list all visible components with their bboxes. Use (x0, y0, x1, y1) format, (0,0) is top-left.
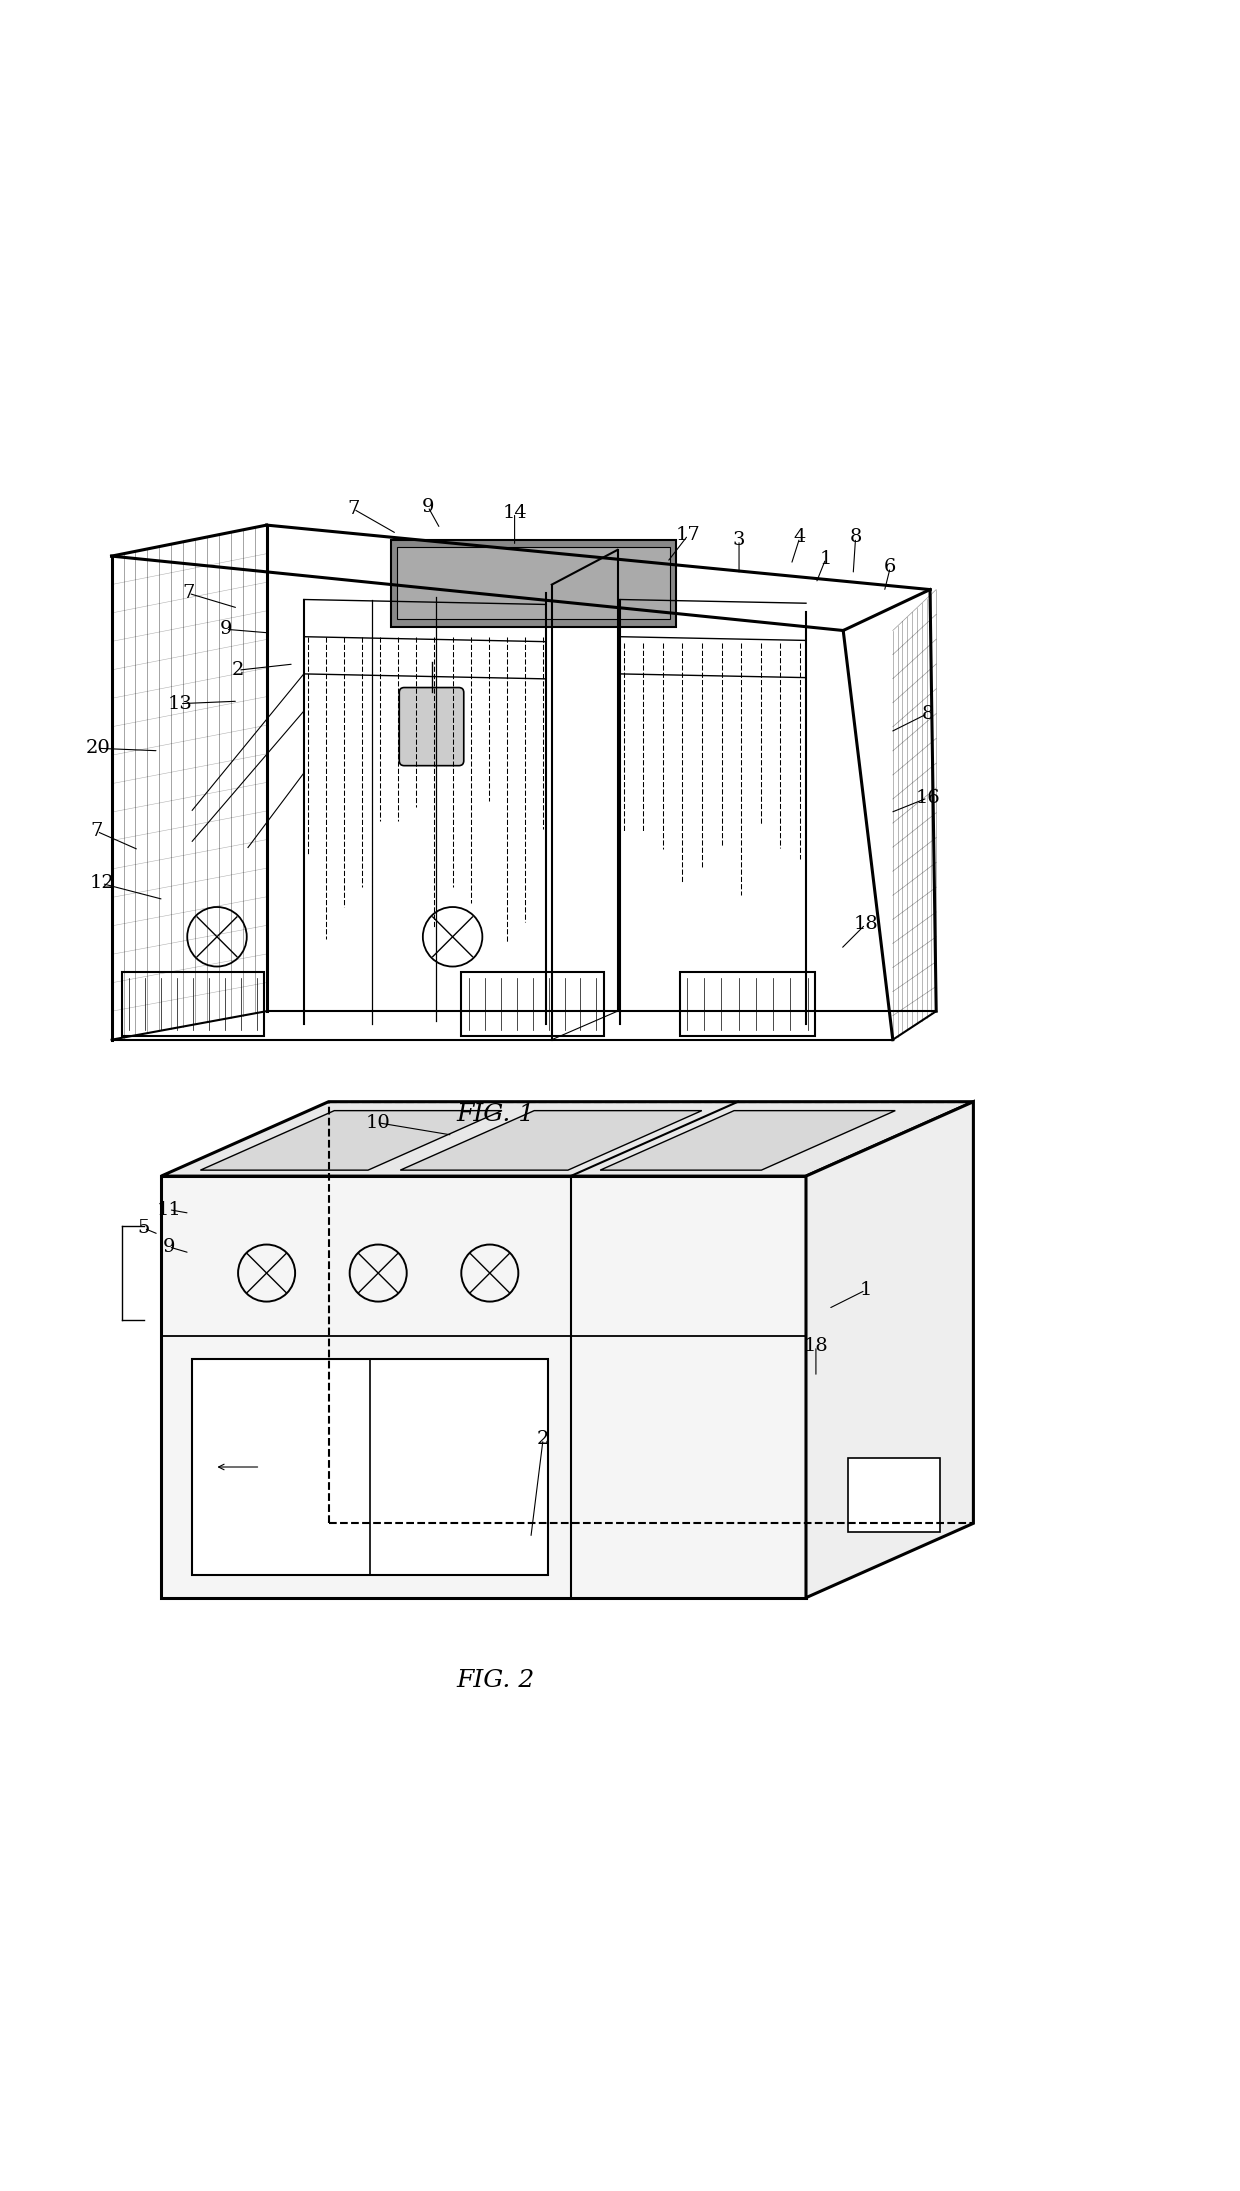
Text: 3: 3 (733, 530, 745, 550)
Text: FIG. 1: FIG. 1 (456, 1102, 536, 1126)
Text: 8: 8 (849, 528, 862, 546)
Text: 20: 20 (86, 738, 110, 758)
Text: 16: 16 (915, 789, 940, 806)
Text: 11: 11 (156, 1201, 181, 1218)
Text: 1: 1 (820, 550, 832, 567)
Bar (391, 539, 676, 627)
Text: 7: 7 (182, 585, 195, 603)
Text: 1: 1 (859, 1282, 872, 1299)
Text: 9: 9 (219, 620, 232, 638)
Bar (122, 971, 264, 1036)
Polygon shape (600, 1111, 895, 1170)
Bar (680, 971, 815, 1036)
Polygon shape (201, 1111, 502, 1170)
Bar (192, 1358, 548, 1575)
Text: 6: 6 (884, 559, 897, 576)
Text: 14: 14 (502, 504, 527, 521)
Text: 9: 9 (422, 497, 434, 515)
Text: FIG. 2: FIG. 2 (456, 1670, 536, 1691)
Bar (461, 971, 604, 1036)
Text: 4: 4 (794, 528, 806, 546)
Polygon shape (161, 1102, 973, 1177)
Text: 7: 7 (91, 822, 103, 841)
Polygon shape (806, 1102, 973, 1597)
Text: 17: 17 (676, 526, 701, 543)
Text: 18: 18 (804, 1337, 828, 1354)
Text: 8: 8 (921, 706, 934, 723)
Text: 9: 9 (162, 1238, 175, 1255)
Text: 12: 12 (89, 874, 114, 892)
Text: 10: 10 (366, 1113, 391, 1133)
Text: 2: 2 (537, 1431, 549, 1448)
Bar (397, 548, 670, 620)
Text: 5: 5 (138, 1218, 150, 1238)
FancyBboxPatch shape (399, 688, 464, 765)
Bar (848, 1457, 940, 1532)
Text: 13: 13 (167, 695, 192, 712)
Polygon shape (161, 1177, 806, 1597)
Polygon shape (401, 1111, 702, 1170)
Text: 2: 2 (232, 662, 244, 679)
Text: 18: 18 (853, 916, 878, 933)
Text: 7: 7 (347, 500, 360, 517)
